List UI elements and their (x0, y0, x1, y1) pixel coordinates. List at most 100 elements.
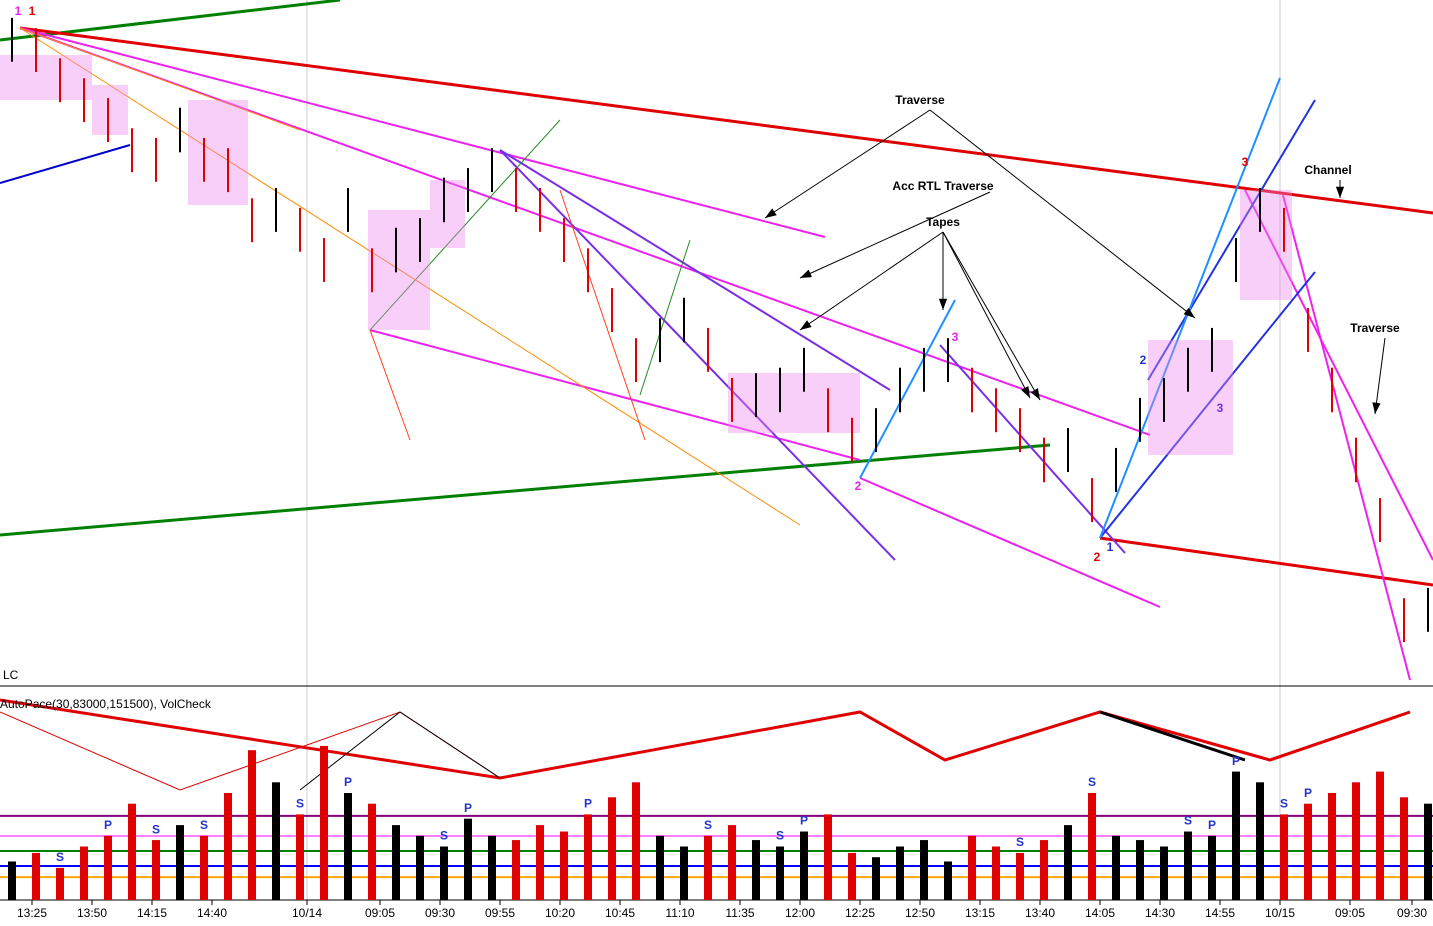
volume-bar (224, 793, 232, 900)
x-tick-label: 12:50 (905, 906, 935, 920)
signal-label: S (200, 818, 208, 832)
trend-lines (0, 0, 1433, 681)
signal-label: P (1232, 754, 1240, 768)
x-tick-label: 13:15 (965, 906, 995, 920)
volume-bar (272, 782, 280, 900)
annotation-arrow (799, 191, 991, 279)
volume-bar (104, 835, 112, 900)
volume-bar (200, 835, 208, 900)
volume-bar (176, 825, 184, 900)
arrow-head (1021, 386, 1030, 398)
x-tick-label: 12:25 (845, 906, 875, 920)
x-tick-label: 09:30 (1397, 906, 1427, 920)
pivot-label: 1 (15, 4, 22, 18)
volume-bar (320, 745, 328, 900)
pivot-label: 1 (29, 4, 36, 18)
pivot-label: 2 (855, 479, 862, 493)
volume-bar (1016, 852, 1024, 900)
annotation-arrow (799, 231, 944, 331)
volume-bar (656, 835, 664, 900)
x-tick-label: 14:55 (1205, 906, 1235, 920)
annotation: Tapes (926, 215, 960, 229)
volume-bar (1352, 782, 1360, 900)
annotation-arrow (929, 109, 1196, 319)
x-tick-label: 13:25 (17, 906, 47, 920)
annotation: Traverse (1350, 321, 1400, 335)
arrow-head (938, 298, 948, 310)
signal-label: P (584, 797, 592, 811)
volume-bar (968, 835, 976, 900)
signal-label: S (440, 829, 448, 843)
volume-bar (1064, 825, 1072, 900)
x-tick-label: 14:15 (137, 906, 167, 920)
annotation-arrow (942, 231, 1041, 401)
volume-bar (704, 835, 712, 900)
signal-label: S (56, 850, 64, 864)
volume-bar (632, 782, 640, 900)
x-tick-label: 14:30 (1145, 906, 1175, 920)
volume-bar (464, 818, 472, 900)
volume-bar (1424, 803, 1432, 900)
volume-bar (752, 840, 760, 900)
arrow-head (800, 269, 812, 278)
x-tick-label: 10:20 (545, 906, 575, 920)
volume-bar (1184, 831, 1192, 900)
signal-label: P (344, 775, 352, 789)
volume-bar (1232, 771, 1240, 900)
pivot-label: 3 (1242, 155, 1249, 169)
volume-bar (560, 831, 568, 900)
pivot-label: 1 (1107, 540, 1114, 554)
annotation: Channel (1304, 163, 1351, 177)
annotation-arrow (1374, 337, 1386, 415)
pivot-label: 3 (1217, 401, 1224, 415)
volume-bar (848, 852, 856, 900)
volume-bar (440, 846, 448, 900)
volume-bar (248, 750, 256, 900)
annotation: Traverse (895, 93, 945, 107)
volume-bar (944, 861, 952, 900)
volume-bar (32, 852, 40, 900)
signal-label: S (1184, 814, 1192, 828)
volume-bar (776, 846, 784, 900)
volume-bar (344, 793, 352, 900)
arrow-head (800, 320, 812, 330)
volume-bar (1040, 840, 1048, 900)
signal-label: S (1280, 797, 1288, 811)
corner-label: LC (3, 668, 19, 682)
arrow-head (1030, 388, 1040, 400)
volume-bar (1304, 803, 1312, 900)
volume-bar (1136, 840, 1144, 900)
volume-bar (368, 803, 376, 900)
x-tick-label: 11:35 (725, 906, 754, 920)
arrow-head (1372, 402, 1381, 414)
signal-label: P (800, 814, 808, 828)
signal-label: P (464, 801, 472, 815)
signal-label: S (296, 797, 304, 811)
volume-bar (1400, 797, 1408, 900)
annotation: Acc RTL Traverse (892, 179, 993, 193)
signal-label: S (152, 822, 160, 836)
volume-bar (896, 846, 904, 900)
volume-bar (80, 846, 88, 900)
signal-label: S (704, 818, 712, 832)
arrow-head (1335, 186, 1345, 198)
volume-bar (1160, 846, 1168, 900)
x-tick-label: 11:10 (665, 906, 694, 920)
zone-boxes (0, 55, 1292, 455)
volume-bar (488, 835, 496, 900)
volume-bar (1112, 835, 1120, 900)
volume-bar (296, 814, 304, 900)
signal-label: P (1208, 818, 1216, 832)
zigzag (0, 698, 1411, 791)
x-tick-label: 09:30 (425, 906, 455, 920)
x-tick-label: 10/15 (1265, 906, 1295, 920)
annotation-arrow (764, 109, 931, 219)
volume-bar (872, 857, 880, 900)
volume-bar (1256, 782, 1264, 900)
pivot-label: 2 (1140, 353, 1147, 367)
volume-bar (56, 867, 64, 900)
volume-bar (1088, 793, 1096, 900)
volume-bar (1208, 835, 1216, 900)
x-tick-label: 13:50 (77, 906, 107, 920)
arrow-head (1183, 307, 1195, 318)
